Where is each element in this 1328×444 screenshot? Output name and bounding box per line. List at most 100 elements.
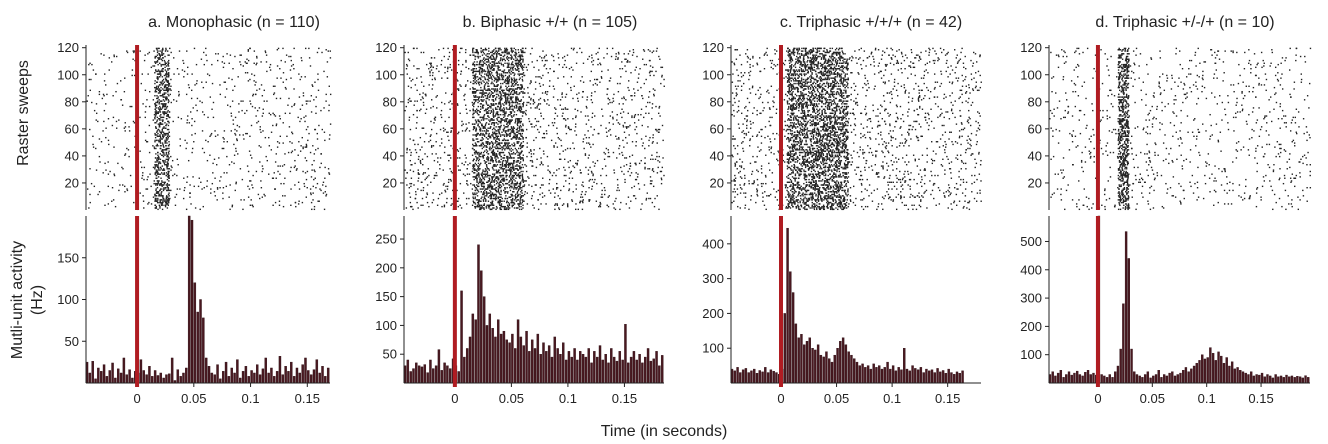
spike (95, 119, 97, 121)
spike (522, 207, 524, 209)
psth-bar (261, 368, 265, 384)
spike (521, 177, 524, 179)
spike (519, 59, 522, 62)
spike (515, 196, 517, 198)
spike (500, 85, 502, 87)
spike (490, 158, 492, 161)
spike (498, 66, 500, 69)
spike (503, 138, 505, 140)
spike (168, 95, 170, 97)
spike (489, 136, 492, 139)
spike (444, 189, 446, 192)
spike (479, 164, 481, 166)
spike (522, 124, 524, 127)
spike (446, 197, 448, 200)
spike (546, 59, 548, 62)
spike (581, 196, 584, 198)
spike (98, 90, 101, 93)
spike (166, 123, 168, 125)
spike (503, 189, 505, 192)
spike (616, 157, 618, 159)
spike (585, 166, 587, 169)
spike (156, 70, 159, 73)
spike (157, 63, 159, 66)
spike (657, 128, 660, 131)
spike (164, 89, 166, 92)
spike (323, 208, 326, 211)
spike (565, 124, 567, 127)
spike (86, 100, 88, 102)
spike (164, 134, 166, 136)
spike (478, 66, 480, 69)
spike (491, 74, 494, 77)
spike (426, 155, 429, 158)
spike (430, 65, 433, 67)
spike (562, 118, 565, 120)
spike (483, 185, 485, 188)
spike (236, 138, 238, 140)
spike (474, 172, 476, 174)
spike (272, 124, 274, 127)
spike (501, 90, 504, 93)
spike (431, 99, 433, 101)
spike (226, 172, 228, 174)
spike (118, 119, 120, 121)
spike (530, 153, 533, 155)
spike (506, 155, 508, 158)
spike (169, 93, 171, 96)
spike (146, 188, 149, 190)
spike (499, 108, 501, 110)
spike (449, 154, 451, 156)
spike (508, 90, 510, 93)
spike (165, 141, 167, 143)
spike (435, 96, 437, 98)
spike (443, 130, 445, 132)
spike (539, 85, 542, 87)
psth-bar (170, 357, 174, 384)
spike (480, 86, 482, 89)
spike (478, 61, 481, 63)
spike (503, 116, 505, 119)
spike (498, 192, 500, 194)
spike (154, 80, 156, 82)
spike (477, 201, 480, 204)
spike (446, 70, 449, 73)
spike (253, 74, 256, 77)
spike (621, 108, 623, 110)
spike (517, 84, 520, 86)
spike (493, 57, 495, 59)
spike (157, 192, 159, 194)
spike (165, 203, 167, 205)
spike (310, 111, 313, 113)
spike (163, 100, 166, 102)
spike (635, 126, 638, 128)
spike (249, 180, 251, 182)
spike (168, 100, 170, 102)
spike (599, 63, 602, 66)
spike (464, 85, 467, 87)
spike (510, 70, 513, 73)
spike (601, 70, 603, 73)
spike (441, 205, 443, 208)
spike (497, 69, 500, 71)
spike (325, 93, 327, 96)
spike (660, 170, 663, 173)
spike (479, 205, 481, 208)
spike (219, 93, 222, 96)
spike (499, 128, 501, 131)
spike (520, 199, 522, 201)
spike (166, 201, 168, 204)
spike (493, 151, 496, 154)
spike (501, 146, 503, 148)
spike (496, 155, 498, 158)
spike (464, 93, 466, 96)
spike (273, 93, 275, 96)
spike (478, 199, 480, 201)
spike (520, 135, 523, 138)
spike (489, 119, 492, 121)
spike (543, 55, 546, 58)
spike (164, 139, 166, 142)
spike (515, 118, 517, 120)
spike (435, 153, 437, 155)
spike (430, 63, 432, 66)
